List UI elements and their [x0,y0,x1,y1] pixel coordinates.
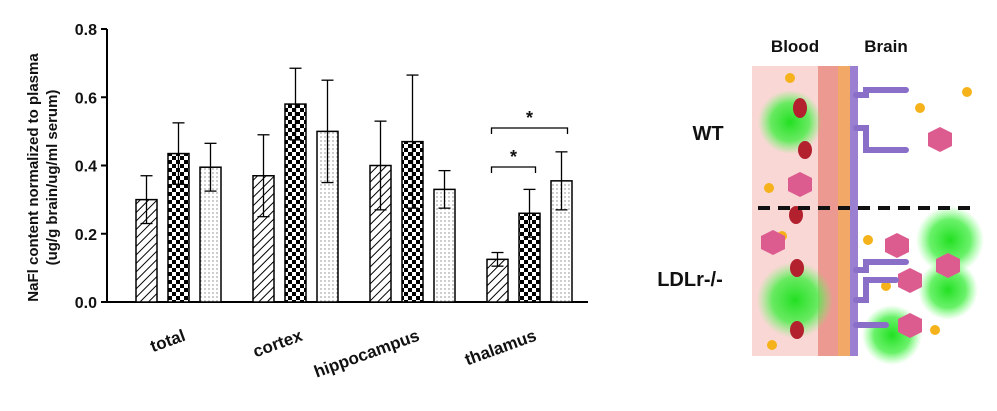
significance-bracket [492,128,568,134]
figure: Blood Brain WT LDLr-/- 0.0 0.2 0.4 0.6 0.8 Na… [0,0,997,406]
ldlr-label: LDLr-/- [657,269,723,291]
y-tick-label: 0.8 [75,22,97,39]
significance-label: * [510,147,517,167]
y-axis-label: (ug/g brain/ug/ml serum) [44,90,61,266]
x-tick-label: thalamus [462,326,539,369]
wt-label: WT [692,123,723,145]
diagram: Blood Brain WT LDLr-/- [657,37,984,365]
y-tick-label: 0.6 [75,90,97,107]
significance-bracket [492,167,536,173]
y-tick-label: 0.0 [75,295,97,312]
significance-label: * [526,108,533,128]
y-axis-label: NaFl content normalized to plasma [25,53,42,302]
blood-label: Blood [771,37,819,56]
brain-label: Brain [864,37,907,56]
x-tick-label: hippocampus [312,326,422,382]
y-tick-label: 0.2 [75,227,97,244]
x-tick-label: total [148,326,188,356]
y-tick-label: 0.4 [75,159,97,176]
x-tick-label: cortex [250,326,305,361]
